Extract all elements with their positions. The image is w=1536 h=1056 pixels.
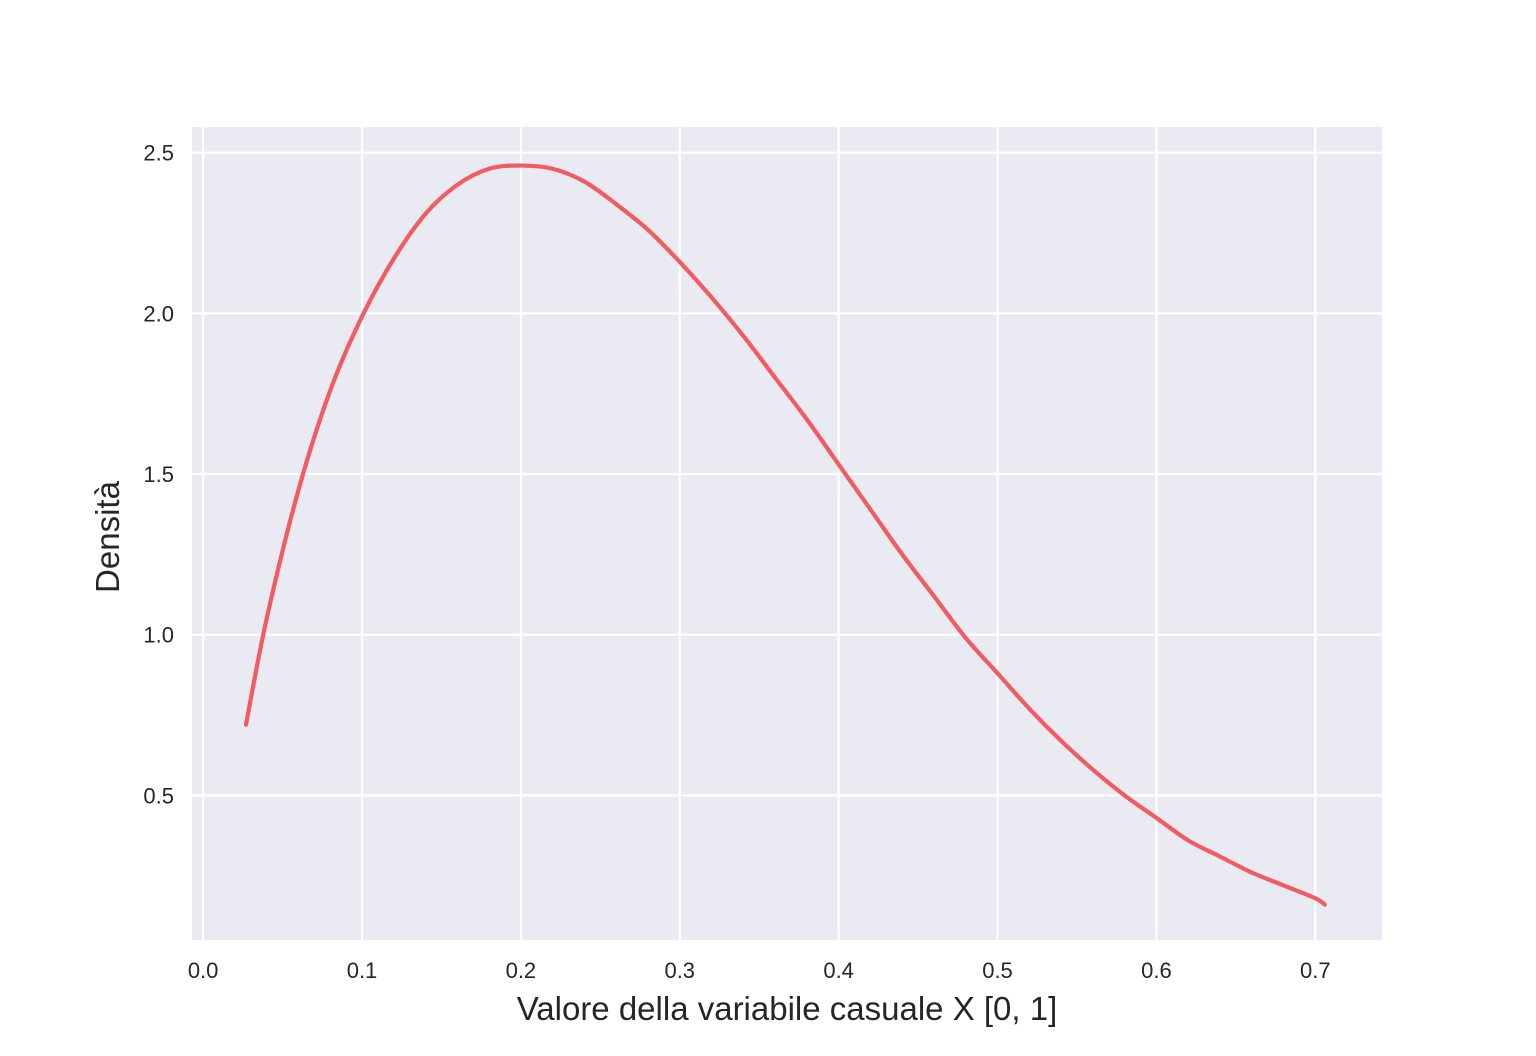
density-curve xyxy=(243,163,1327,907)
x-tick-label: 0.1 xyxy=(347,958,378,983)
grid-lines xyxy=(192,127,1382,940)
plot-background xyxy=(192,127,1382,940)
x-tick-label: 0.0 xyxy=(188,958,219,983)
density-curve-layer xyxy=(243,163,1327,907)
x-tick-label: 0.7 xyxy=(1300,958,1331,983)
x-tick-label: 0.4 xyxy=(823,958,854,983)
y-tick-label: 1.5 xyxy=(143,462,174,487)
x-tick-label: 0.5 xyxy=(982,958,1013,983)
y-tick-label: 2.5 xyxy=(143,141,174,166)
x-tick-label: 0.3 xyxy=(664,958,695,983)
x-tick-label: 0.6 xyxy=(1141,958,1172,983)
tick-labels: 0.0 0.1 0.2 0.3 0.4 0.5 0.6 0.7 0.5 1.0 1.5 2.0 2.5 xyxy=(143,141,1330,983)
y-tick-label: 1.0 xyxy=(143,623,174,648)
x-axis-label: Valore della variabile casuale X [0, 1] xyxy=(517,990,1058,1027)
y-axis-label: Densità xyxy=(89,480,126,593)
y-tick-label: 2.0 xyxy=(143,301,174,326)
y-tick-label: 0.5 xyxy=(143,783,174,808)
x-tick-label: 0.2 xyxy=(506,958,537,983)
